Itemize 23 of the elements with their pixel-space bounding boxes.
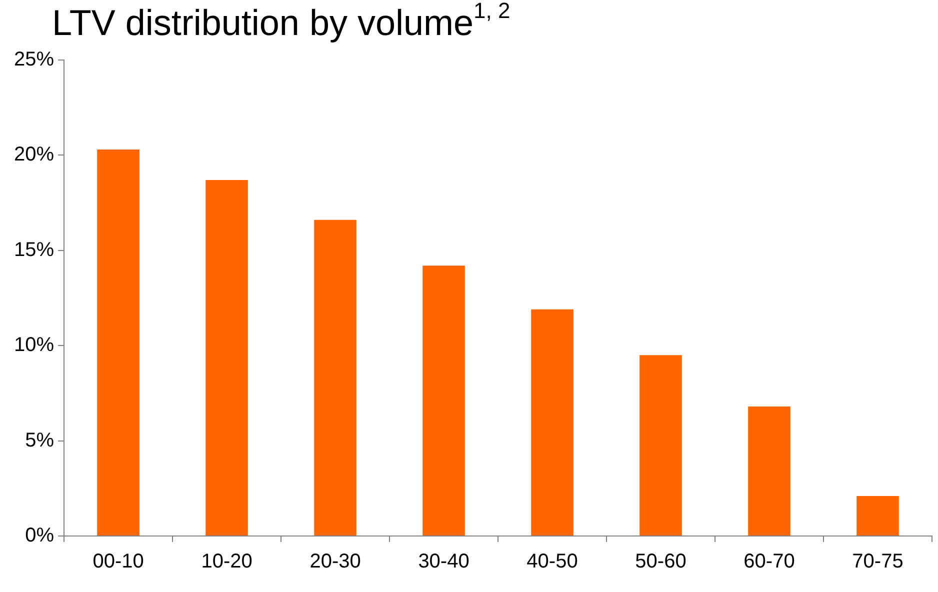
- y-tick-label: 5%: [25, 429, 54, 452]
- y-tick-label: 15%: [14, 238, 54, 261]
- x-tick-label: 50-60: [635, 550, 686, 573]
- x-tick-label: 30-40: [418, 550, 470, 573]
- bar: [748, 406, 790, 536]
- x-tick-label: 60-70: [744, 550, 795, 573]
- x-tick-label: 70-75: [852, 550, 904, 573]
- bar: [206, 180, 248, 536]
- x-tick-label: 40-50: [526, 550, 578, 573]
- x-tick-label: 10-20: [201, 550, 252, 573]
- y-tick-label: 0%: [25, 524, 54, 547]
- bar: [97, 149, 140, 536]
- chart-title: LTV distribution by volume$^{1, 2}$: [52, 0, 510, 44]
- bar: [314, 220, 356, 536]
- x-tick-label: 00-10: [92, 550, 144, 573]
- x-tick-label: 20-30: [310, 550, 361, 573]
- y-tick-label: 20%: [14, 144, 54, 166]
- bar: [856, 496, 899, 536]
- bar: [640, 355, 682, 536]
- y-tick-label: 25%: [14, 48, 54, 71]
- bar: [531, 309, 574, 536]
- bar: [422, 266, 465, 536]
- y-tick-label: 10%: [14, 334, 54, 356]
